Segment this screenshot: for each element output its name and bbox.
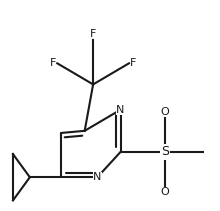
Text: N: N (93, 172, 101, 182)
Text: O: O (160, 107, 169, 117)
Text: O: O (160, 187, 169, 197)
Text: N: N (116, 105, 125, 115)
Text: F: F (90, 29, 96, 39)
Text: F: F (130, 58, 136, 68)
Text: F: F (50, 58, 56, 68)
Text: S: S (161, 145, 169, 158)
